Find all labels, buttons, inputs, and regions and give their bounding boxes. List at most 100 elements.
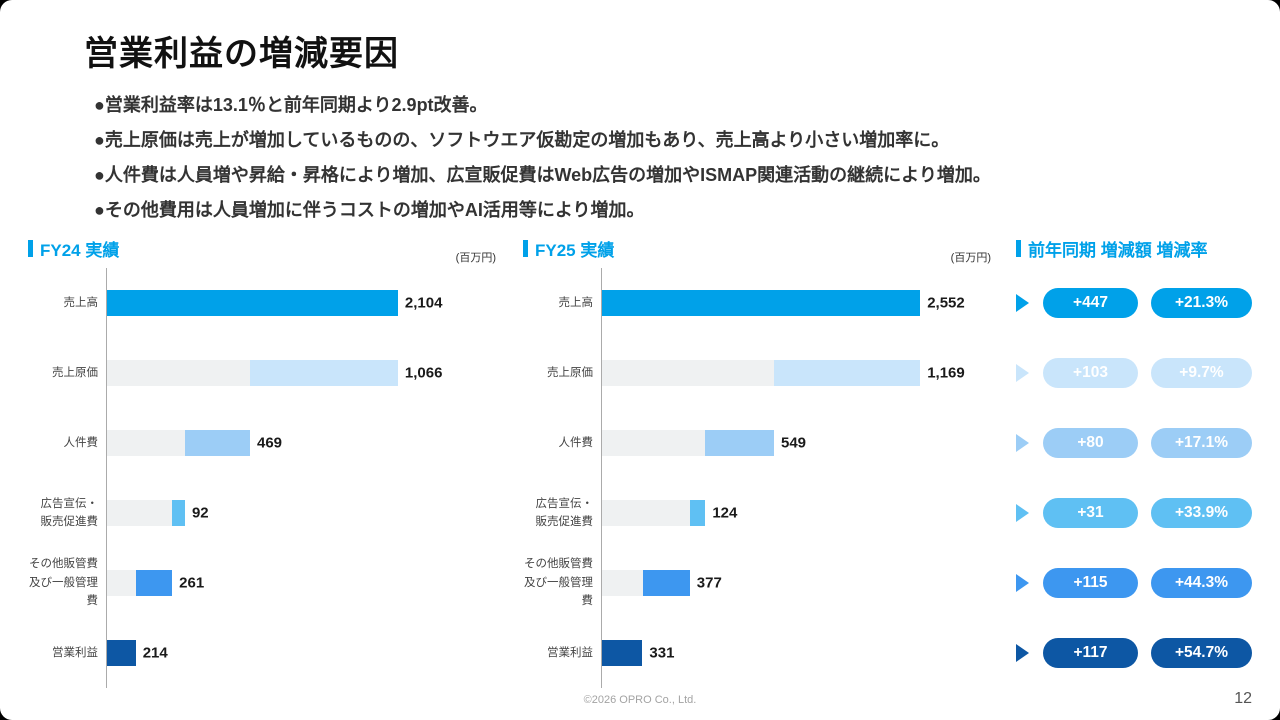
- bar-track: 549: [601, 430, 995, 456]
- bar-track: 2,552: [601, 290, 995, 316]
- copyright-text: ©2026 OPRO Co., Ltd.: [583, 694, 697, 706]
- comparison-panel-header: 前年同期 増減額 増減率: [1016, 236, 1270, 260]
- bullet-item: ●その他費用は人員増加に伴うコストの増加やAI活用等により増加。: [94, 200, 645, 220]
- bullet-item: ●売上原価は売上が増加しているものの、ソフトウエア仮勘定の増加もあり、売上高より…: [94, 130, 950, 150]
- right-arrow-icon: [1016, 504, 1029, 522]
- fy25-panel-header: FY25 実績 (百万円): [523, 236, 995, 264]
- delta-rate-pill: +54.7%: [1151, 638, 1252, 668]
- fy24-chart-panel: FY24 実績 (百万円) 売上高 2,104 売上原価 1,066 人件費 469 広告宣…: [28, 236, 500, 688]
- waterfall-connector: [106, 430, 185, 456]
- waterfall-connector: [601, 500, 690, 526]
- value-label: 92: [191, 504, 209, 522]
- comparison-header-label: 前年同期 増減額 増減率: [1028, 240, 1208, 260]
- waterfall-connector: [601, 570, 643, 596]
- waterfall-connector: [601, 360, 774, 386]
- comparison-row: +447 +21.3%: [1016, 268, 1270, 338]
- chart-row: 営業利益 331: [523, 618, 995, 688]
- delta-rate-pill: +33.9%: [1151, 498, 1252, 528]
- value-label: 2,104: [404, 294, 443, 312]
- bullet-item: ●営業利益率は13.1％と前年同期より2.9pt改善。: [94, 95, 488, 115]
- delta-rate-pill: +17.1%: [1151, 428, 1252, 458]
- delta-amount-pill: +103: [1043, 358, 1138, 388]
- waterfall-connector: [106, 570, 136, 596]
- comparison-rows: +447 +21.3% +103 +9.7% +80 +17.1% +31 +33.9% +11…: [1016, 268, 1270, 688]
- chart-row: 人件費 549: [523, 408, 995, 478]
- category-label: 広告宣伝・ 販売促進費: [535, 497, 594, 528]
- chart-row: 売上原価 1,169: [523, 338, 995, 408]
- value-label: 469: [257, 434, 283, 452]
- chart-row: 広告宣伝・ 販売促進費 124: [523, 478, 995, 548]
- y-axis-line: [106, 268, 107, 688]
- category-label: 売上原価: [547, 366, 593, 379]
- header-accent-bar: [1016, 239, 1021, 257]
- bar-segment: [172, 500, 185, 526]
- comparison-row: +103 +9.7%: [1016, 338, 1270, 408]
- fy25-unit-label: (百万円): [950, 252, 991, 264]
- header-accent-bar: [28, 239, 33, 257]
- chart-row: その他販管費 及び一般管理費 261: [28, 548, 500, 618]
- page-number: 12: [1234, 690, 1252, 707]
- bar-segment: [184, 430, 250, 456]
- chart-row: 人件費 469: [28, 408, 500, 478]
- bar-track: 92: [106, 500, 500, 526]
- value-label: 331: [649, 644, 675, 662]
- bar-track: 124: [601, 500, 995, 526]
- delta-rate-pill: +9.7%: [1151, 358, 1252, 388]
- bar-track: 261: [106, 570, 500, 596]
- fy25-chart-panel: FY25 実績 (百万円) 売上高 2,552 売上原価 1,169 人件費 549 広告宣…: [523, 236, 995, 688]
- fy25-header-label: FY25 実績: [535, 240, 615, 260]
- y-axis-line: [601, 268, 602, 688]
- waterfall-connector: [601, 430, 706, 456]
- bar-track: 1,066: [106, 360, 500, 386]
- right-arrow-icon: [1016, 364, 1029, 382]
- category-label: 売上高: [63, 296, 99, 309]
- bar-segment: [106, 290, 398, 316]
- bar-segment: [773, 360, 921, 386]
- bar-segment: [601, 640, 643, 666]
- fy24-waterfall-chart: 売上高 2,104 売上原価 1,066 人件費 469 広告宣伝・ 販売促進費 92 その他販…: [28, 268, 500, 688]
- value-label: 261: [179, 574, 205, 592]
- category-label: 人件費: [63, 436, 99, 449]
- bar-segment: [601, 290, 921, 316]
- bar-segment: [705, 430, 774, 456]
- category-label: 人件費: [558, 436, 594, 449]
- fy24-header-label: FY24 実績: [40, 240, 120, 260]
- bar-segment: [250, 360, 398, 386]
- chart-row: 売上高 2,104: [28, 268, 500, 338]
- bullet-item: ●人件費は人員増や昇給・昇格により増加、広宣販促費はWeb広告の増加やISMAP…: [94, 165, 991, 185]
- value-label: 1,169: [927, 364, 965, 382]
- delta-rate-pill: +44.3%: [1151, 568, 1252, 598]
- value-label: 214: [142, 644, 168, 662]
- delta-amount-pill: +447: [1043, 288, 1138, 318]
- chart-row: 売上高 2,552: [523, 268, 995, 338]
- right-arrow-icon: [1016, 294, 1029, 312]
- bar-segment: [106, 640, 136, 666]
- header-accent-bar: [523, 239, 528, 257]
- comparison-row: +31 +33.9%: [1016, 478, 1270, 548]
- waterfall-connector: [106, 360, 250, 386]
- chart-row: 売上原価 1,066: [28, 338, 500, 408]
- chart-row: その他販管費 及び一般管理費 377: [523, 548, 995, 618]
- delta-amount-pill: +117: [1043, 638, 1138, 668]
- bar-segment: [642, 570, 690, 596]
- category-label: 売上高: [558, 296, 594, 309]
- bar-track: 214: [106, 640, 500, 666]
- value-label: 2,552: [927, 294, 965, 312]
- delta-rate-pill: +21.3%: [1151, 288, 1252, 318]
- category-label: 売上原価: [52, 366, 98, 379]
- bar-track: 469: [106, 430, 500, 456]
- bar-track: 2,104: [106, 290, 500, 316]
- fy25-waterfall-chart: 売上高 2,552 売上原価 1,169 人件費 549 広告宣伝・ 販売促進費 124 その他…: [523, 268, 995, 688]
- bar-track: 1,169: [601, 360, 995, 386]
- chart-row: 広告宣伝・ 販売促進費 92: [28, 478, 500, 548]
- category-label: その他販管費 及び一般管理費: [524, 558, 593, 608]
- comparison-panel: 前年同期 増減額 増減率 +447 +21.3% +103 +9.7% +80 +17.1…: [1016, 236, 1270, 688]
- bullet-list: ●営業利益率は13.1％と前年同期より2.9pt改善。 ●売上原価は売上が増加し…: [94, 88, 991, 228]
- delta-amount-pill: +115: [1043, 568, 1138, 598]
- comparison-row: +80 +17.1%: [1016, 408, 1270, 478]
- comparison-row: +117 +54.7%: [1016, 618, 1270, 688]
- bar-track: 331: [601, 640, 995, 666]
- value-label: 549: [780, 434, 807, 452]
- value-label: 124: [712, 504, 738, 522]
